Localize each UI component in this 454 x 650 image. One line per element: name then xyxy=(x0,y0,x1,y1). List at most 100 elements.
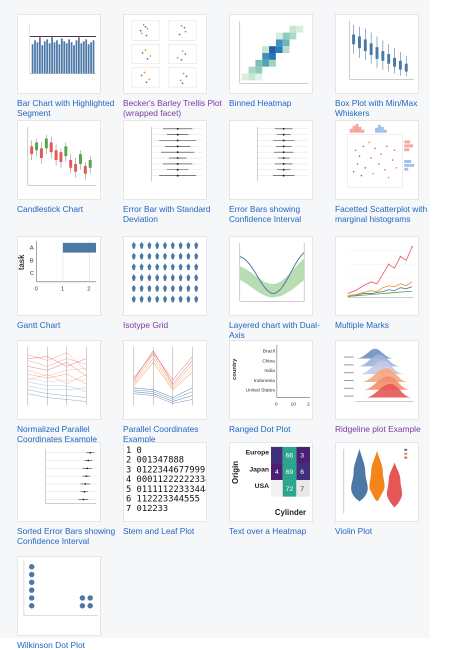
thumbnail-box-plot[interactable] xyxy=(335,14,419,94)
gallery-item-label[interactable]: Becker's Barley Trellis Plot (wrapped fa… xyxy=(123,98,222,119)
gallery-item-label[interactable]: Bar Chart with Highlighted Segment xyxy=(17,98,115,119)
gantt-row-b: B xyxy=(30,258,34,264)
gallery-item-label[interactable]: Box Plot with Min/Max Whiskers xyxy=(335,98,418,119)
gallery-item[interactable]: Candlestick Chart xyxy=(17,120,117,214)
thumbnail-bar-chart-highlighted[interactable] xyxy=(17,14,101,94)
stem-leaf-line-6: 7 012233 xyxy=(126,504,168,514)
gantt-tick-0: 0 xyxy=(35,287,39,293)
gallery-item[interactable]: Facetted Scatterplot with marginal histo… xyxy=(335,120,435,225)
gallery-item[interactable]: Ridgeline plot Example xyxy=(335,340,435,434)
thumbnail-wilkinson-dot[interactable] xyxy=(17,556,101,636)
heatmap-cell-0-2: 3 xyxy=(300,453,304,460)
gallery-item-label[interactable]: Ranged Dot Plot xyxy=(229,424,291,434)
thumbnail-normalized-parallel[interactable] xyxy=(17,340,101,420)
heatmap-cell-0-1: 66 xyxy=(286,453,294,460)
gallery-item[interactable]: Bar Chart with Highlighted Segment xyxy=(17,14,117,119)
gallery-item-label[interactable]: Layered chart with Dual-Axis xyxy=(229,320,320,341)
gallery-item[interactable]: Error Bars showing Confidence Interval xyxy=(229,120,329,225)
gallery-item[interactable]: Wilkinson Dot Plot xyxy=(17,556,117,650)
gallery-item-label[interactable]: Stem and Leaf Plot xyxy=(123,526,195,536)
thumbnail-ridgeline[interactable] xyxy=(335,340,419,420)
thumbnail-multiple-marks[interactable] xyxy=(335,236,419,316)
thumbnail-text-heatmap[interactable]: Origin Europe Japan USA 66 3 4 69 6 72 7… xyxy=(229,442,313,522)
thumbnail-error-bar-ci[interactable] xyxy=(229,120,313,200)
ranged-dot-tick-1: 10 xyxy=(291,401,297,407)
gallery-item-label[interactable]: Facetted Scatterplot with marginal histo… xyxy=(335,204,428,225)
stem-leaf-line-0: 1 0 xyxy=(126,446,142,456)
gallery-item[interactable]: Sorted Error Bars showing Confidence Int… xyxy=(17,442,117,547)
gallery-item[interactable]: Violin Plot xyxy=(335,442,435,536)
thumbnail-error-bar-std[interactable] xyxy=(123,120,207,200)
ranged-dot-country-1: China xyxy=(262,358,275,364)
heatmap-row-1: Japan xyxy=(249,466,269,473)
gallery-item-label[interactable]: Violin Plot xyxy=(335,526,373,536)
gallery-item[interactable]: Multiple Marks xyxy=(335,236,435,330)
stem-leaf-line-1: 2 001347888 xyxy=(126,456,184,466)
gallery-item-label[interactable]: Ridgeline plot Example xyxy=(335,424,421,434)
heatmap-cell-1-0: 4 xyxy=(275,469,279,476)
gantt-row-a: A xyxy=(30,246,34,252)
gallery-item[interactable]: 1 0 2 001347888 3 0122344677999 4 000112… xyxy=(123,442,223,536)
stem-leaf-line-5: 6 112223344555 xyxy=(126,495,200,505)
gallery-item-label[interactable]: Wilkinson Dot Plot xyxy=(17,640,85,650)
stem-leaf-line-3: 4 00011222222334445 xyxy=(126,475,206,485)
gallery-item-label[interactable]: Gantt Chart xyxy=(17,320,61,330)
ranged-dot-country-4: United States xyxy=(246,388,276,394)
gallery-item-label[interactable]: Normalized Parallel Coordinates Example xyxy=(17,424,98,445)
thumbnail-facetted-scatter[interactable] xyxy=(335,120,419,200)
gallery-item[interactable]: Normalized Parallel Coordinates Example xyxy=(17,340,117,445)
thumbnail-gantt[interactable]: task A B C 0 1 2 xyxy=(17,236,101,316)
ranged-dot-country-0: Brazil xyxy=(263,349,275,355)
stem-leaf-line-4: 5 011111223334444 xyxy=(126,485,206,495)
thumbnail-barley-trellis[interactable] xyxy=(123,14,207,94)
gantt-tick-1: 1 xyxy=(61,287,64,293)
gallery-item[interactable]: Origin Europe Japan USA 66 3 4 69 6 72 7… xyxy=(229,442,329,536)
gallery-item-label[interactable]: Parallel Coordinates Example xyxy=(123,424,199,445)
gantt-tick-2: 2 xyxy=(87,287,90,293)
ranged-dot-country-3: Indonesia xyxy=(254,378,275,384)
ranged-dot-tick-0: 0 xyxy=(275,401,278,407)
scrollbar-track[interactable] xyxy=(430,0,454,638)
heatmap-y-label: Origin xyxy=(231,461,240,484)
gallery-item[interactable]: Error Bar with Standard Deviation xyxy=(123,120,223,225)
gallery-item-label[interactable]: Sorted Error Bars showing Confidence Int… xyxy=(17,526,116,547)
ranged-dot-tick-2: 2 xyxy=(307,401,310,407)
heatmap-cell-1-1: 69 xyxy=(286,469,294,476)
heatmap-row-0: Europe xyxy=(246,450,270,457)
gallery-item-label[interactable]: Multiple Marks xyxy=(335,320,389,330)
ranged-dot-country-2: India xyxy=(264,368,275,374)
gallery-item[interactable]: Parallel Coordinates Example xyxy=(123,340,223,445)
thumbnail-candlestick[interactable] xyxy=(17,120,101,200)
gallery-item[interactable]: Box Plot with Min/Max Whiskers xyxy=(335,14,435,119)
thumbnail-sorted-error-bars[interactable] xyxy=(17,442,101,522)
thumbnail-stem-leaf[interactable]: 1 0 2 001347888 3 0122344677999 4 000112… xyxy=(123,442,207,522)
stem-leaf-line-2: 3 0122344677999 xyxy=(126,465,205,475)
thumbnail-layered-dual-axis[interactable] xyxy=(229,236,313,316)
gallery-item[interactable]: Becker's Barley Trellis Plot (wrapped fa… xyxy=(123,14,223,119)
gallery-item-label[interactable]: Candlestick Chart xyxy=(17,204,84,214)
gallery-item[interactable]: task A B C 0 1 2 Gantt Chart xyxy=(17,236,117,330)
thumbnail-ranged-dot[interactable]: country Brazil China India Indonesia Uni… xyxy=(229,340,313,420)
gallery-item-label[interactable]: Binned Heatmap xyxy=(229,98,292,108)
thumbnail-binned-heatmap[interactable] xyxy=(229,14,313,94)
heatmap-cell-2-2: 7 xyxy=(300,486,304,493)
gallery-item[interactable]: Layered chart with Dual-Axis xyxy=(229,236,329,341)
gallery-item-label[interactable]: Error Bars showing Confidence Interval xyxy=(229,204,302,225)
heatmap-row-2: USA xyxy=(255,483,269,490)
ranged-dot-axis-label: country xyxy=(232,358,238,380)
heatmap-cell-2-1: 72 xyxy=(286,486,294,493)
gallery-item[interactable]: country Brazil China India Indonesia Uni… xyxy=(229,340,329,434)
thumbnail-parallel-coordinates[interactable] xyxy=(123,340,207,420)
thumbnail-isotype-grid[interactable] xyxy=(123,236,207,316)
gantt-row-c: C xyxy=(30,271,34,277)
gallery-item-label[interactable]: Error Bar with Standard Deviation xyxy=(123,204,211,225)
heatmap-x-label: Cylinder xyxy=(275,508,306,517)
gallery-item-label[interactable]: Text over a Heatmap xyxy=(229,526,307,536)
gallery-panel xyxy=(0,0,430,638)
gallery-item[interactable]: Isotype Grid xyxy=(123,236,223,330)
gallery-item-label[interactable]: Isotype Grid xyxy=(123,320,169,330)
thumbnail-violin[interactable] xyxy=(335,442,419,522)
heatmap-cell-1-2: 6 xyxy=(300,469,304,476)
gallery-item[interactable]: Binned Heatmap xyxy=(229,14,329,108)
gantt-task-label: task xyxy=(18,254,26,270)
